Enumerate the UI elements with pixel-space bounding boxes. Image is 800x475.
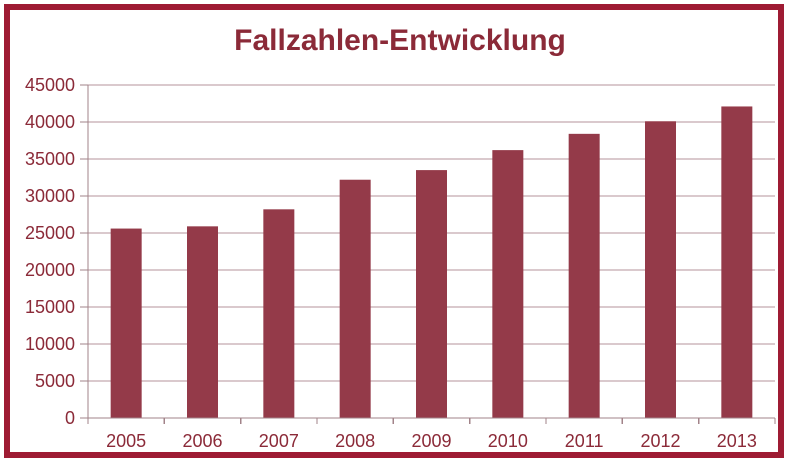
y-axis-label-35000: 35000 (25, 149, 75, 169)
x-axis-label-2009: 2009 (411, 431, 451, 451)
bar-2006 (187, 226, 218, 418)
y-axis-label-45000: 45000 (25, 75, 75, 95)
x-axis-label-2008: 2008 (335, 431, 375, 451)
bar-2010 (492, 150, 524, 418)
x-axis-label-2010: 2010 (488, 431, 528, 451)
x-axis-label-2007: 2007 (259, 431, 299, 451)
bar-2005 (110, 228, 142, 418)
bar-2011 (568, 133, 600, 418)
bar-2008 (339, 179, 371, 418)
bar-2012 (645, 121, 676, 418)
y-axis-label-5000: 5000 (35, 371, 75, 391)
x-axis-label-2006: 2006 (182, 431, 222, 451)
chart-title: Fallzahlen-Entwicklung (234, 24, 566, 57)
y-axis-label-15000: 15000 (25, 297, 75, 317)
bar-2009 (416, 170, 447, 418)
y-axis-label-30000: 30000 (25, 186, 75, 206)
y-axis-label-20000: 20000 (25, 260, 75, 280)
x-axis-label-2011: 2011 (565, 431, 604, 451)
y-axis-label-10000: 10000 (25, 334, 75, 354)
x-axis-label-2013: 2013 (717, 431, 757, 451)
y-axis-label-0: 0 (65, 408, 75, 428)
bar-2013 (721, 106, 753, 419)
y-axis-label-40000: 40000 (25, 112, 75, 132)
x-axis-label-2005: 2005 (106, 431, 146, 451)
bar-2007 (263, 209, 295, 418)
x-axis-label-2012: 2012 (640, 431, 680, 451)
y-axis-label-25000: 25000 (25, 223, 75, 243)
